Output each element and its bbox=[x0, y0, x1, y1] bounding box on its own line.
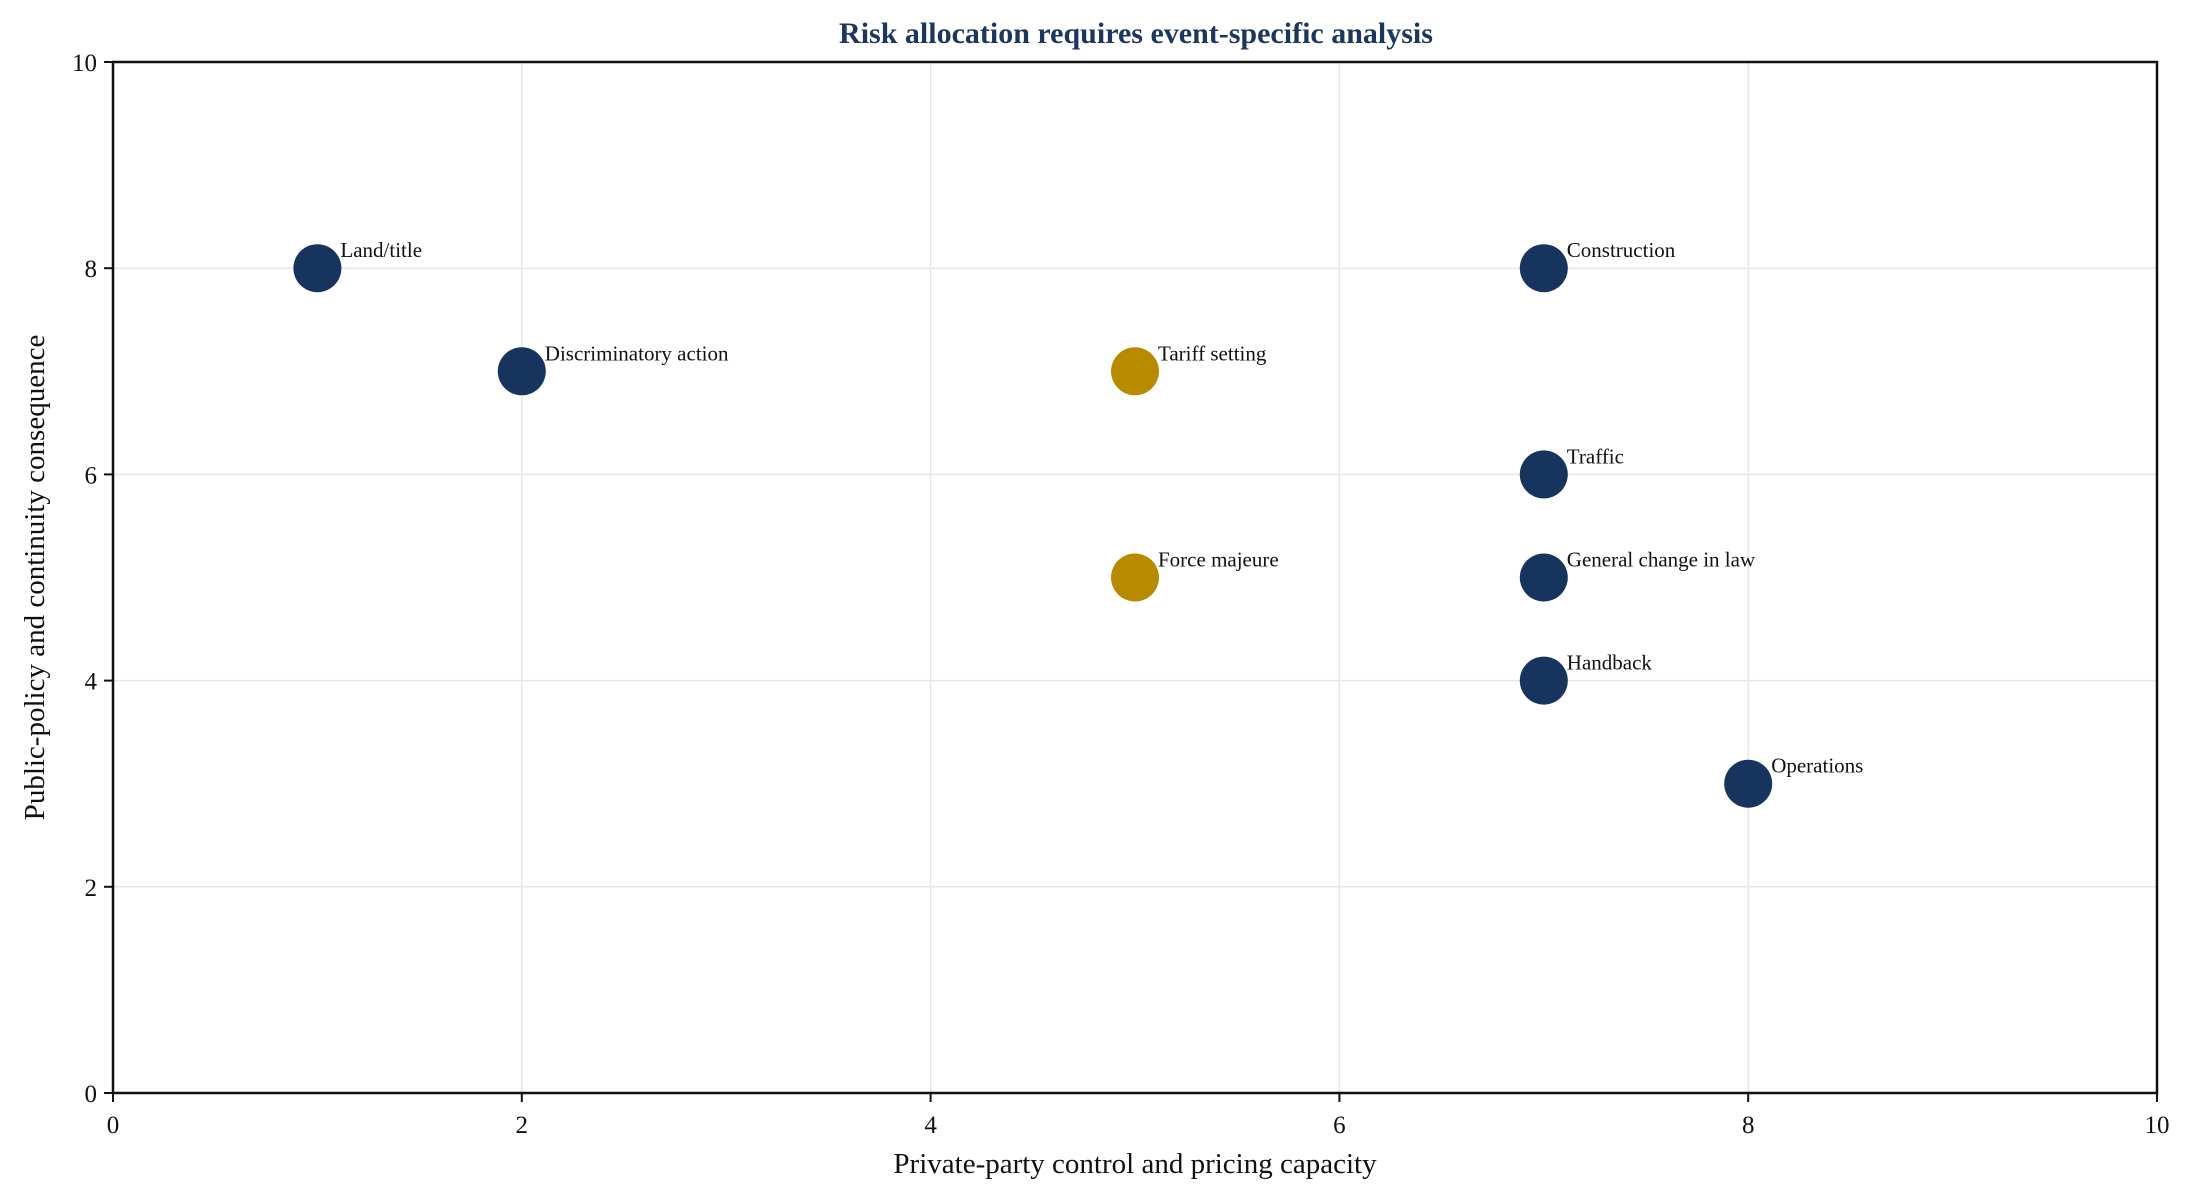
x-axis-label: Private-party control and pricing capaci… bbox=[893, 1148, 1377, 1180]
point-label: Discriminatory action bbox=[545, 341, 729, 365]
data-point bbox=[1724, 759, 1773, 808]
point-label: Traffic bbox=[1567, 444, 1624, 468]
y-tick-label: 6 bbox=[85, 462, 98, 489]
data-point bbox=[1519, 244, 1568, 293]
data-point bbox=[1519, 553, 1568, 602]
point-label: Force majeure bbox=[1158, 548, 1279, 572]
y-tick-label: 2 bbox=[85, 875, 98, 902]
x-tick-label: 0 bbox=[107, 1112, 120, 1139]
point-labels-layer: Land/title Discriminatory action Tariff se… bbox=[340, 238, 1863, 778]
y-axis-label: Public-policy and continuity consequence bbox=[19, 335, 51, 821]
data-point bbox=[1519, 450, 1568, 499]
data-point bbox=[293, 244, 342, 293]
data-point bbox=[1519, 656, 1568, 705]
y-tick-label: 4 bbox=[85, 669, 98, 696]
data-point bbox=[1111, 347, 1159, 396]
x-tick-label: 8 bbox=[1742, 1112, 1755, 1139]
y-tick-label: 8 bbox=[85, 256, 98, 283]
x-tick-label: 10 bbox=[2145, 1112, 2170, 1139]
plot-frame bbox=[111, 60, 2159, 1095]
x-tick-label: 4 bbox=[924, 1112, 937, 1139]
point-label: Tariff setting bbox=[1158, 341, 1267, 365]
points-layer bbox=[293, 244, 1773, 808]
chart-title: Risk allocation requires event-specific … bbox=[839, 17, 1433, 50]
point-label: Construction bbox=[1567, 238, 1676, 262]
x-tick-label: 2 bbox=[516, 1112, 529, 1139]
y-tick-label: 10 bbox=[72, 50, 97, 77]
point-label: Land/title bbox=[340, 238, 422, 262]
data-point bbox=[497, 347, 546, 396]
tick-layer: 0 2 4 6 8 10 0 2 4 6 8 10 bbox=[72, 50, 2170, 1139]
point-label: Operations bbox=[1771, 754, 1863, 778]
x-tick-label: 6 bbox=[1333, 1112, 1346, 1139]
y-tick-label: 0 bbox=[85, 1081, 98, 1108]
data-point bbox=[1111, 553, 1159, 602]
point-label: General change in law bbox=[1567, 548, 1756, 572]
point-label: Handback bbox=[1567, 651, 1653, 675]
